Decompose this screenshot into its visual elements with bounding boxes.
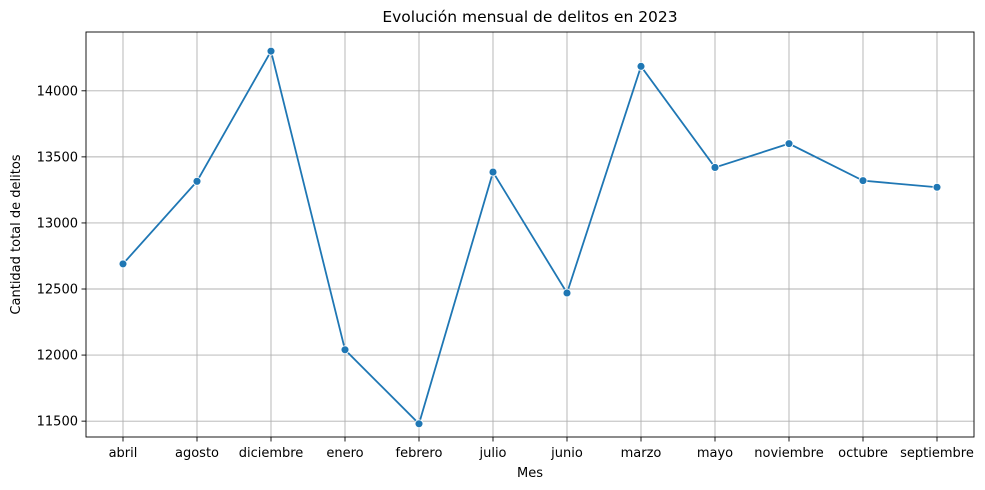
y-tick-label: 13500 xyxy=(37,150,78,165)
data-point xyxy=(488,167,498,177)
x-tick-label: junio xyxy=(550,446,583,461)
grid xyxy=(86,32,974,437)
y-tick-label: 13000 xyxy=(37,216,78,231)
x-tick-label: octubre xyxy=(838,446,888,461)
data-point xyxy=(636,61,646,71)
data-point xyxy=(858,176,868,186)
y-tick-label: 11500 xyxy=(37,415,78,430)
x-tick-label: enero xyxy=(326,446,363,461)
y-axis-title: Cantidad total de delitos xyxy=(9,154,24,314)
data-point xyxy=(710,162,720,172)
data-point xyxy=(562,288,572,298)
data-point xyxy=(192,176,202,186)
x-tick-label: agosto xyxy=(175,446,219,461)
x-axis-title: Mes xyxy=(517,466,543,481)
x-tick-label: abril xyxy=(109,446,138,461)
y-tick-label: 14000 xyxy=(37,84,78,99)
series-line xyxy=(122,48,938,426)
x-tick-label: noviembre xyxy=(754,446,823,461)
data-point xyxy=(340,345,350,355)
data-point xyxy=(784,139,794,149)
axis-ticks: abril agosto diciembre enero febrero julio jun… xyxy=(37,84,974,461)
series-layer xyxy=(118,46,942,429)
y-tick-label: 12000 xyxy=(37,349,78,364)
x-tick-label: diciembre xyxy=(239,446,304,461)
data-point xyxy=(414,419,424,429)
x-tick-label: mayo xyxy=(697,446,733,461)
chart-title: Evolución mensual de delitos en 2023 xyxy=(382,8,677,26)
data-point xyxy=(932,182,942,192)
x-tick-label: julio xyxy=(478,446,506,461)
x-tick-label: marzo xyxy=(621,446,662,461)
data-point xyxy=(266,46,276,56)
x-tick-label: septiembre xyxy=(900,446,974,461)
data-point xyxy=(118,259,128,269)
x-tick-label: febrero xyxy=(396,446,443,461)
y-tick-label: 12500 xyxy=(37,283,78,298)
axes-frame xyxy=(85,31,975,438)
